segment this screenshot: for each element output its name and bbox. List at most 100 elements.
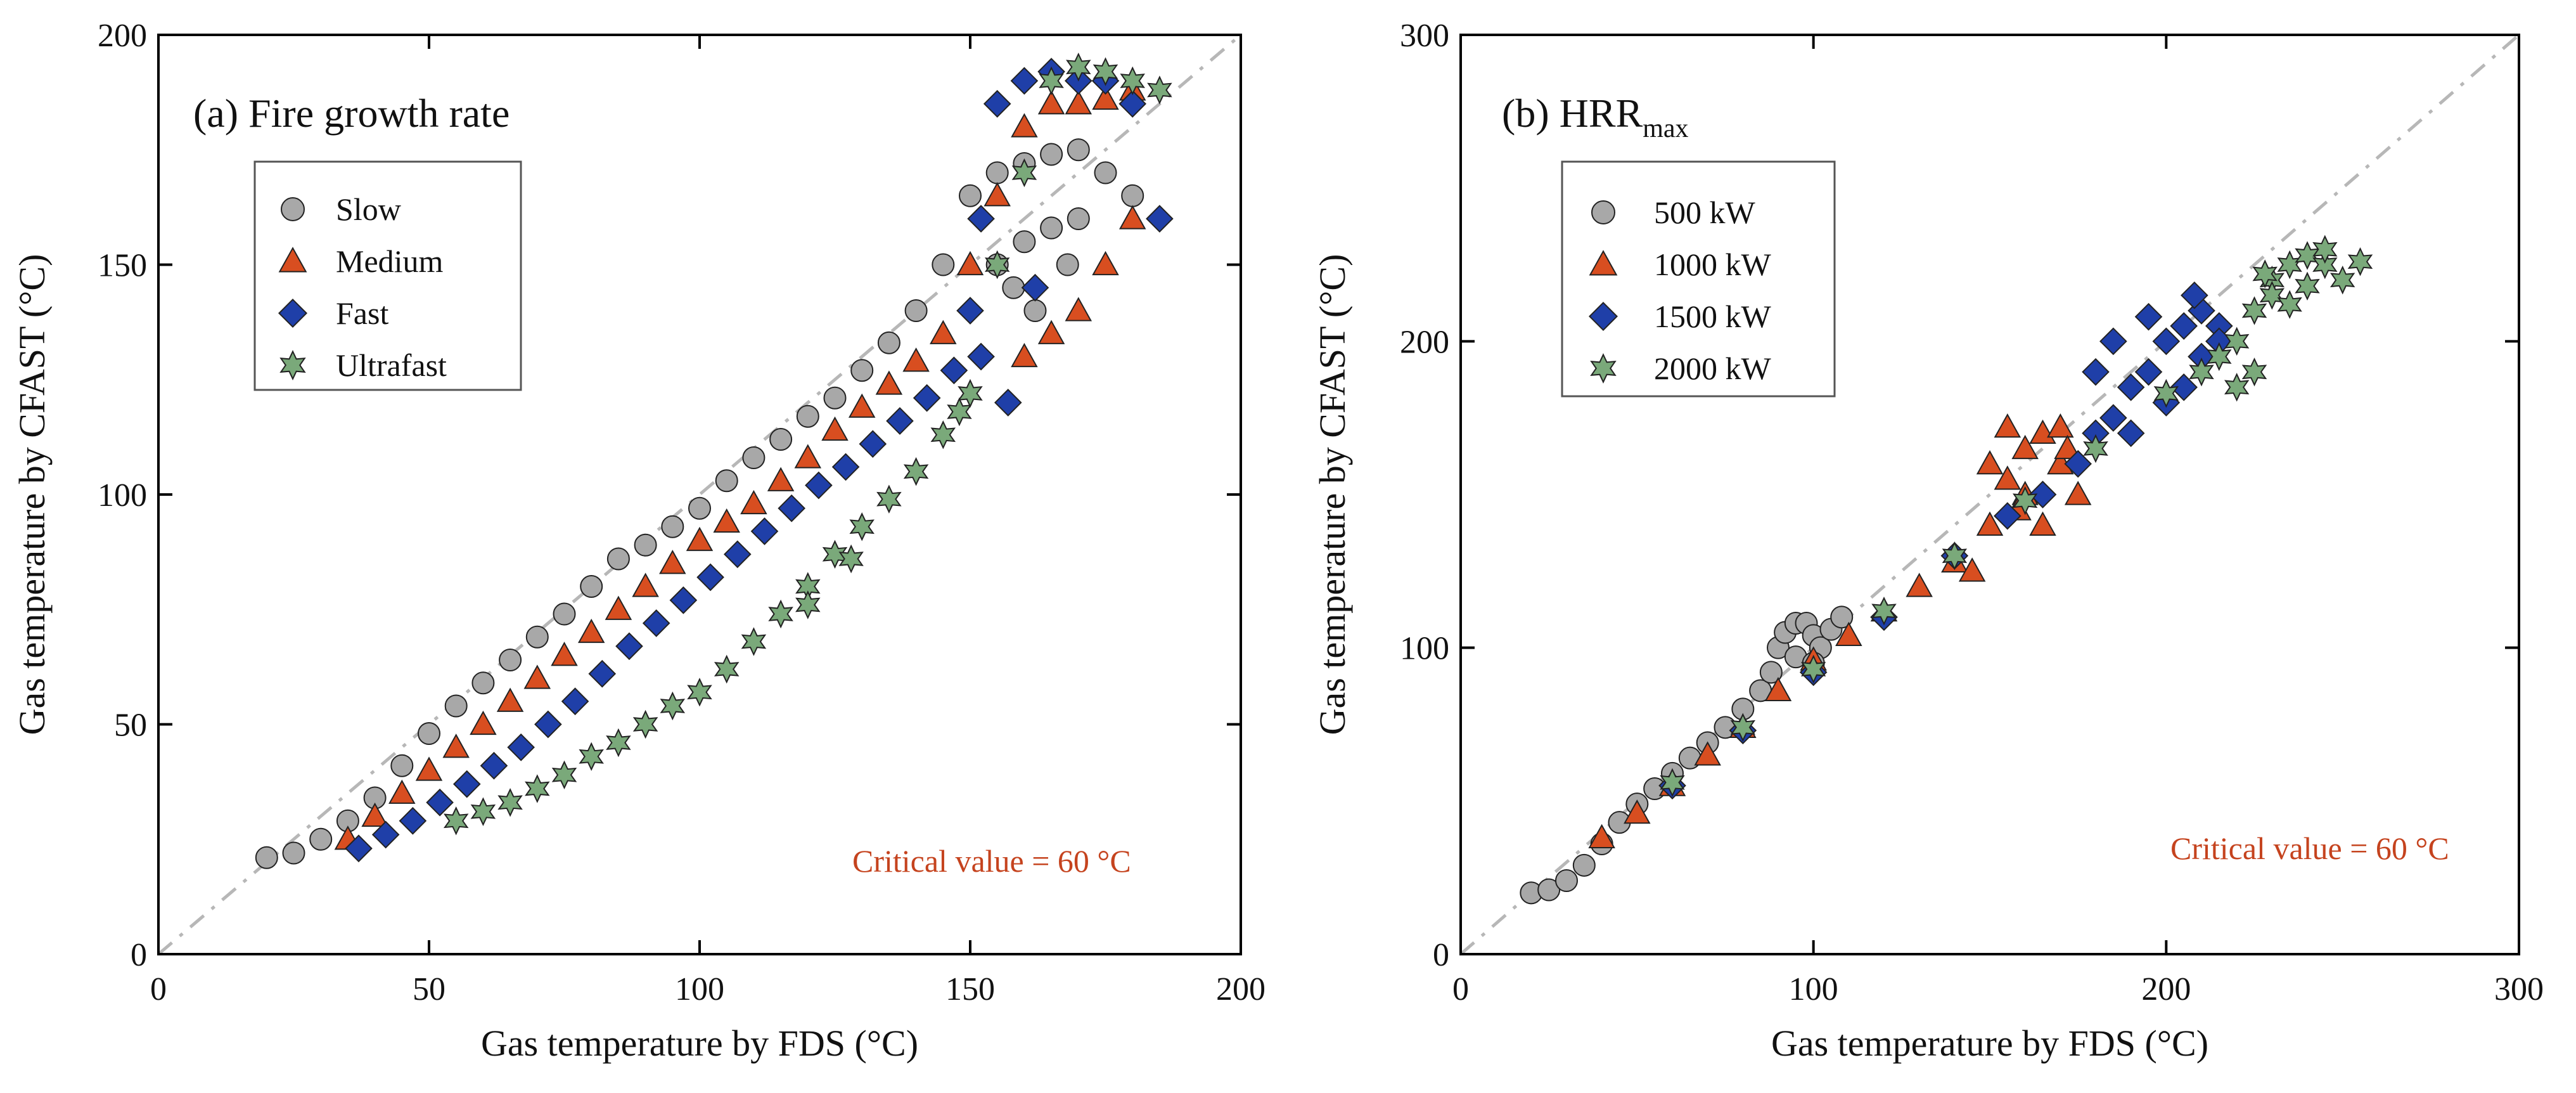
a-point — [1011, 158, 1037, 188]
b-point — [1660, 768, 1685, 798]
a-point — [507, 733, 535, 761]
a-point — [930, 320, 957, 344]
a-point — [767, 467, 795, 491]
a-point — [615, 632, 643, 661]
a-point — [255, 846, 278, 869]
a-point — [561, 687, 589, 716]
a-point — [525, 625, 549, 649]
a-point — [605, 595, 632, 620]
a-series-slow — [255, 138, 1144, 869]
b-point — [2189, 357, 2214, 387]
a-point — [1066, 52, 1091, 82]
a-point — [713, 508, 740, 533]
b-point — [2064, 481, 2092, 505]
b-x-tick-label: 300 — [2494, 971, 2544, 1007]
a-point — [1040, 143, 1063, 166]
b-point — [2064, 449, 2092, 478]
a-point — [1118, 205, 1146, 230]
b-point — [2134, 302, 2163, 331]
b-point — [2259, 281, 2285, 310]
b-point — [1555, 869, 1578, 892]
b-series-500-kw — [1520, 605, 1854, 905]
a-point — [1002, 276, 1025, 299]
a-point — [687, 677, 712, 707]
b-point — [1588, 824, 1615, 848]
a-y-tick-label: 0 — [131, 937, 147, 973]
a-point — [1037, 90, 1065, 115]
a-point — [876, 484, 902, 514]
a-point — [523, 664, 551, 689]
a-point — [580, 575, 603, 598]
a-point — [1120, 66, 1145, 96]
panel-a-reference-line — [157, 34, 1242, 955]
a-point — [1092, 85, 1119, 110]
a-point — [838, 544, 864, 574]
a-point — [470, 710, 497, 735]
a-point — [361, 802, 388, 827]
a-point — [967, 342, 995, 371]
b-point — [1958, 557, 1986, 582]
b-point — [1730, 713, 1756, 742]
a-point — [859, 430, 887, 458]
a-x-tick-label: 150 — [945, 971, 995, 1007]
a-point — [913, 384, 941, 412]
b-point — [1759, 661, 1783, 684]
a-point — [577, 618, 605, 644]
b-point — [1764, 676, 1792, 701]
a-point — [282, 841, 305, 865]
a-point — [768, 599, 793, 629]
a-point — [967, 205, 995, 233]
a-x-tick-label: 200 — [1216, 971, 1266, 1007]
a-legend-marker — [279, 350, 306, 380]
b-x-tick-label: 0 — [1452, 971, 1469, 1007]
a-point — [994, 389, 1022, 417]
a-point — [1065, 297, 1093, 321]
a-series-ultrafast — [443, 52, 1172, 836]
panel-b-y-axis-label: Gas temperature by CFAST (°C) — [1312, 254, 1353, 735]
b-point — [2241, 296, 2267, 325]
panel-b-x-axis-label: Gas temperature by FDS (°C) — [1771, 1023, 2208, 1064]
a-y-tick-label: 150 — [98, 248, 147, 284]
b-point — [1835, 621, 1862, 646]
a-point — [1040, 216, 1063, 240]
a-point — [958, 378, 983, 408]
a-point — [661, 515, 684, 538]
a-x-tick-label: 50 — [413, 971, 445, 1007]
a-point — [525, 774, 550, 803]
panel-b-legend — [1561, 160, 1836, 398]
panel-a-critical-value: Critical value = 60 °C — [852, 843, 1131, 879]
a-point — [940, 356, 968, 385]
b-legend-marker — [1590, 353, 1617, 384]
a-point — [850, 359, 874, 382]
b-x-tick-label: 100 — [1789, 971, 1838, 1007]
a-point — [1056, 253, 1079, 276]
b-point — [2011, 434, 2039, 460]
a-x-tick-label: 0 — [150, 971, 167, 1007]
a-y-tick-label: 200 — [98, 18, 147, 54]
a-point — [1094, 161, 1117, 184]
a-point — [1011, 342, 1038, 368]
panel-b-frame — [1459, 34, 2520, 955]
a-point — [795, 590, 821, 619]
b-point — [1976, 511, 2004, 536]
b-point — [1537, 878, 1561, 902]
b-point — [2224, 327, 2250, 356]
b-point — [2099, 404, 2127, 432]
b-legend-marker — [1589, 250, 1618, 276]
b-point — [1800, 654, 1826, 684]
b-point — [1906, 572, 1933, 597]
b-y-tick-label: 0 — [1433, 937, 1449, 973]
b-point — [2181, 281, 2208, 309]
a-point — [750, 517, 779, 545]
b-series-1500-kw — [1658, 281, 2233, 799]
a-point — [1093, 57, 1118, 86]
a-point — [805, 471, 833, 500]
a-point — [309, 827, 333, 851]
b-point — [2099, 327, 2127, 356]
b-point — [1830, 605, 1854, 629]
a-point — [418, 722, 440, 745]
a-point — [877, 331, 900, 354]
panel-b: 0 100 200 300 0 100 200 300 (b) HRRmax 500 kW 10… — [1312, 18, 2544, 1064]
b-legend-label: 2000 kW — [1654, 351, 1772, 386]
